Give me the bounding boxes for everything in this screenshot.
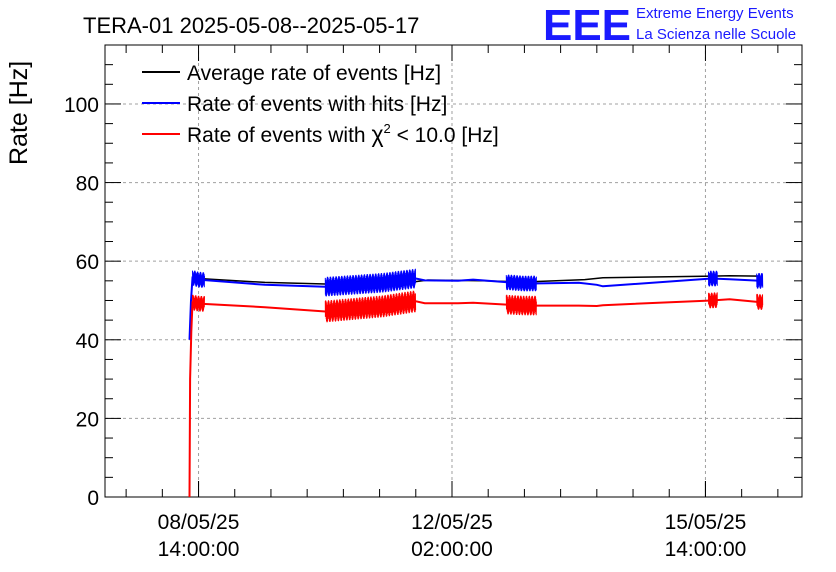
series-noise-1-3 bbox=[708, 270, 718, 287]
x-tick-label-time: 14:00:00 bbox=[158, 538, 240, 561]
x-tick-label-time: 02:00:00 bbox=[411, 538, 493, 561]
legend-chi-power: 2 bbox=[384, 121, 391, 136]
series-noise-2-4 bbox=[756, 293, 764, 310]
legend-chi-symbol: χ bbox=[371, 121, 383, 147]
y-axis-title: Rate [Hz] bbox=[5, 61, 33, 165]
chart-title: TERA-01 2025-05-08--2025-05-17 bbox=[83, 13, 419, 38]
y-tick-label: 20 bbox=[76, 408, 99, 431]
y-tick-label: 80 bbox=[76, 173, 99, 196]
y-tick-label: 60 bbox=[76, 251, 99, 274]
x-tick-label-date: 12/05/25 bbox=[411, 511, 493, 534]
legend: Average rate of events [Hz] Rate of even… bbox=[142, 62, 499, 147]
series-noise-1-2 bbox=[505, 274, 537, 292]
plot-frame bbox=[104, 44, 803, 498]
brand-line-2: La Scienza nelle Scuole bbox=[636, 26, 796, 43]
series-noise-1-4 bbox=[756, 272, 764, 289]
series-lines bbox=[188, 268, 764, 498]
y-tick-label: 0 bbox=[87, 487, 99, 510]
y-tick-label: 40 bbox=[76, 330, 99, 353]
x-tick-label-date: 08/05/25 bbox=[158, 511, 240, 534]
series-line-2 bbox=[188, 298, 760, 498]
x-tick-label-date: 15/05/25 bbox=[665, 511, 747, 534]
legend-label-average: Average rate of events [Hz] bbox=[187, 62, 441, 85]
series-noise-2-0 bbox=[192, 294, 205, 312]
y-tick-labels: 0 20 40 60 80 100 bbox=[64, 94, 99, 510]
brand-line-1: Extreme Energy Events bbox=[636, 5, 794, 22]
legend-chi2-prefix: Rate of events with bbox=[187, 124, 371, 147]
series-noise-2-1 bbox=[324, 290, 417, 323]
axis-ticks bbox=[105, 45, 802, 498]
series-noise-1-0 bbox=[192, 270, 205, 288]
grid bbox=[105, 45, 802, 497]
series-noise-1-1 bbox=[324, 268, 417, 297]
legend-label-chi2: Rate of events with χ2 < 10.0 [Hz] bbox=[187, 121, 499, 147]
legend-chi2-suffix: < 10.0 [Hz] bbox=[391, 124, 499, 147]
y-tick-label: 100 bbox=[64, 94, 99, 117]
legend-label-hits: Rate of events with hits [Hz] bbox=[187, 93, 447, 116]
eee-logo: EEE bbox=[543, 1, 631, 50]
series-noise-2-2 bbox=[505, 294, 537, 316]
series-noise-2-3 bbox=[708, 292, 718, 309]
x-tick-label-time: 14:00:00 bbox=[665, 538, 747, 561]
x-tick-labels: 08/05/25 14:00:00 12/05/25 02:00:00 15/05/25… bbox=[158, 511, 747, 561]
